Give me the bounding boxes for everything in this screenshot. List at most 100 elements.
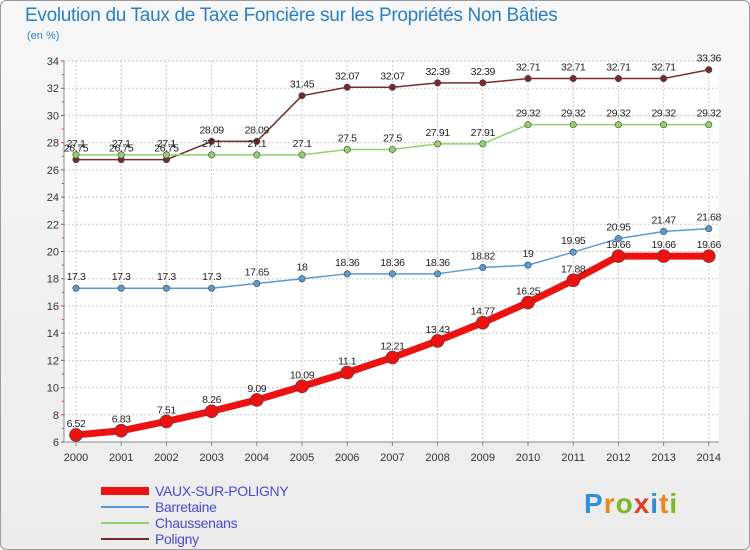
data-point-chaussenans [705, 121, 713, 129]
data-point-poligny [434, 79, 442, 87]
data-point-chaussenans [72, 151, 80, 159]
legend-item: Poligny [101, 531, 288, 547]
data-label-poligny: 32.71 [561, 62, 586, 74]
data-point-chaussenans [614, 121, 622, 129]
data-label-barretaine: 19.95 [561, 235, 586, 247]
data-point-barretaine [208, 284, 216, 292]
data-label-poligny: 33.36 [697, 53, 722, 65]
data-point-chaussenans [162, 151, 170, 159]
data-label-chaussenans: 27.91 [425, 127, 450, 139]
data-point-vaux-sur-poligny [204, 404, 219, 419]
data-label-barretaine: 20.95 [606, 222, 631, 234]
x-tick-label: 2013 [651, 452, 675, 464]
data-point-barretaine [72, 284, 80, 292]
legend-swatch [101, 538, 149, 540]
data-label-poligny: 32.07 [380, 70, 405, 82]
data-label-vaux-sur-poligny: 16.25 [516, 286, 541, 298]
data-label-vaux-sur-poligny: 12.21 [380, 340, 405, 352]
data-point-poligny [660, 75, 668, 83]
legend-label: Poligny [155, 531, 199, 547]
data-label-barretaine: 18.36 [380, 257, 405, 269]
data-label-barretaine: 17.3 [157, 271, 176, 283]
data-label-poligny: 26.75 [154, 143, 179, 155]
data-label-poligny: 28.09 [245, 124, 270, 136]
data-point-vaux-sur-poligny [340, 365, 355, 380]
data-point-vaux-sur-poligny [566, 273, 581, 288]
data-point-vaux-sur-poligny [701, 249, 716, 263]
x-tick-label: 2005 [290, 452, 314, 464]
data-point-poligny [479, 79, 487, 87]
data-label-chaussenans: 27.1 [247, 138, 266, 150]
data-label-barretaine: 19 [523, 248, 534, 260]
data-point-barretaine [660, 227, 668, 235]
logo-letter: x [633, 488, 651, 519]
legend-label: VAUX-SUR-POLIGNY [155, 483, 289, 499]
data-point-chaussenans [298, 151, 306, 159]
data-label-chaussenans: 29.32 [606, 108, 631, 120]
x-tick-label: 2006 [335, 452, 359, 464]
x-tick-label: 2000 [64, 452, 88, 464]
logo-letter: P [584, 488, 604, 519]
y-tick-label: 6 [53, 437, 59, 449]
data-point-barretaine [434, 270, 442, 278]
data-point-barretaine [569, 248, 577, 256]
legend-swatch [101, 522, 149, 524]
x-tick-label: 2009 [471, 452, 495, 464]
data-label-chaussenans: 29.32 [561, 108, 586, 120]
data-label-vaux-sur-poligny: 19.66 [651, 239, 676, 251]
data-label-vaux-sur-poligny: 9.09 [247, 383, 266, 395]
x-tick-label: 2012 [606, 452, 630, 464]
data-point-poligny [524, 75, 532, 83]
y-tick-label: 14 [47, 328, 59, 340]
data-point-chaussenans [434, 140, 442, 148]
data-point-barretaine [705, 225, 713, 233]
legend-label: Chaussenans [155, 515, 238, 531]
data-point-poligny [388, 83, 396, 91]
data-label-barretaine: 18.82 [471, 251, 496, 263]
data-point-vaux-sur-poligny [430, 334, 445, 348]
data-point-vaux-sur-poligny [611, 249, 626, 263]
legend-label: Barretaine [155, 499, 217, 515]
logo-letter: i [669, 488, 679, 519]
x-tick-label: 2010 [516, 452, 540, 464]
data-label-barretaine: 21.47 [651, 214, 676, 226]
data-point-vaux-sur-poligny [69, 428, 83, 442]
x-tick-label: 2001 [109, 452, 133, 464]
y-axis-unit-label: (en %) [27, 30, 60, 42]
legend-item: Chaussenans [101, 515, 288, 531]
data-point-chaussenans [253, 151, 261, 159]
data-point-poligny [705, 66, 713, 74]
data-label-chaussenans: 27.1 [157, 138, 176, 150]
data-label-poligny: 32.71 [516, 62, 541, 74]
data-label-vaux-sur-poligny: 6.52 [67, 418, 86, 430]
data-label-poligny: 32.71 [651, 62, 676, 74]
data-point-chaussenans [208, 151, 216, 159]
data-point-chaussenans [343, 145, 351, 153]
data-point-barretaine [614, 235, 622, 243]
data-point-vaux-sur-poligny [250, 393, 264, 407]
data-label-vaux-sur-poligny: 11.1 [338, 356, 357, 368]
data-point-poligny [614, 75, 622, 83]
data-label-chaussenans: 29.32 [651, 108, 676, 120]
logo-letter: o [615, 488, 634, 519]
data-label-poligny: 32.39 [471, 66, 496, 78]
data-label-poligny: 26.75 [109, 143, 134, 155]
logo-letter: r [603, 488, 616, 519]
data-label-vaux-sur-poligny: 6.83 [112, 414, 131, 426]
data-label-chaussenans: 29.32 [697, 108, 722, 120]
logo-letter: t [659, 488, 670, 519]
x-tick-label: 2007 [380, 452, 404, 464]
data-point-vaux-sur-poligny [475, 315, 490, 330]
legend-swatch [101, 487, 149, 495]
data-label-poligny: 32.39 [425, 66, 450, 78]
data-label-poligny: 32.07 [335, 70, 360, 82]
x-tick-label: 2014 [697, 452, 721, 464]
data-label-poligny: 32.71 [606, 62, 631, 74]
data-label-barretaine: 18 [297, 262, 308, 274]
data-label-chaussenans: 29.32 [516, 108, 541, 120]
data-label-vaux-sur-poligny: 17.88 [561, 263, 586, 275]
data-point-poligny [343, 83, 351, 91]
legend-swatch [101, 506, 149, 508]
